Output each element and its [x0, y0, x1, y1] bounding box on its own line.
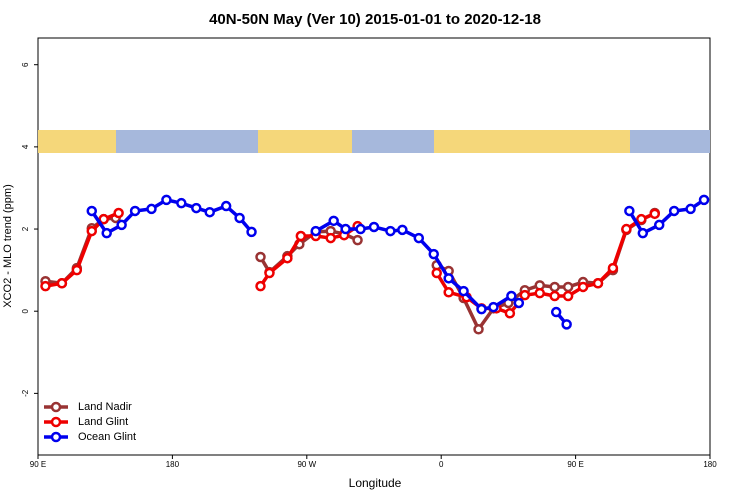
data-point: [246, 226, 257, 238]
plot-frame: [37, 37, 711, 456]
data-point: [649, 208, 660, 220]
data-point: [71, 264, 83, 276]
data-point: [488, 301, 499, 313]
data-point: [637, 227, 649, 239]
data-point: [562, 290, 574, 302]
data-point: [458, 285, 469, 297]
data-point: [519, 289, 531, 301]
x-tick-label: 180: [703, 460, 717, 469]
data-point: [255, 280, 266, 292]
x-tick-label: 90 W: [297, 460, 316, 469]
data-point: [340, 223, 351, 235]
data-point: [40, 280, 51, 292]
data-point: [562, 281, 574, 293]
data-point: [325, 232, 336, 244]
y-tick-label: 4: [21, 144, 30, 149]
data-point: [513, 297, 525, 309]
x-tick-label: 0: [439, 460, 444, 469]
data-point: [443, 287, 454, 298]
data-point: [534, 287, 546, 299]
data-point: [161, 194, 172, 206]
x-tick-label: 90 E: [567, 460, 583, 469]
data-point: [668, 205, 680, 217]
map-land: [434, 130, 630, 153]
y-tick-label: 2: [21, 226, 30, 231]
map-land: [38, 130, 116, 153]
data-point: [550, 306, 562, 318]
data-point: [685, 203, 696, 215]
data-point: [129, 205, 141, 217]
data-point: [428, 248, 439, 260]
x-tick-label: 90 E: [30, 460, 46, 469]
data-point: [264, 267, 275, 279]
data-point: [549, 290, 560, 302]
x-axis-label: Longitude: [349, 476, 402, 490]
series-line: [90, 198, 706, 326]
data-point: [113, 207, 124, 219]
data-point: [624, 205, 635, 217]
data-point: [328, 215, 339, 227]
data-point: [98, 213, 109, 225]
data-point: [653, 219, 665, 231]
data-point: [295, 230, 307, 242]
map-land: [258, 130, 352, 153]
data-point: [413, 232, 425, 244]
map-strip: [38, 130, 710, 153]
data-point: [255, 251, 266, 263]
chart-title: 40N-50N May (Ver 10) 2015-01-01 to 2020-…: [209, 11, 541, 28]
legend-marker: [50, 431, 62, 443]
data-point: [234, 212, 245, 224]
data-point: [282, 252, 293, 264]
data-point: [431, 267, 442, 279]
data-point: [310, 225, 322, 237]
data-point: [698, 194, 710, 206]
data-point: [549, 281, 560, 293]
data-point: [191, 202, 202, 214]
data-point: [220, 200, 232, 212]
data-point: [204, 206, 215, 218]
legend-label: Land Glint: [78, 416, 128, 428]
data-point: [504, 308, 516, 319]
data-point: [476, 303, 487, 315]
y-tick-label: 6: [21, 62, 30, 67]
data-point: [355, 223, 366, 235]
legend-marker: [50, 401, 62, 413]
data-point: [176, 197, 187, 209]
legend-marker: [50, 416, 62, 428]
data-point: [101, 227, 112, 239]
y-tick-label: 0: [21, 308, 30, 313]
data-point: [506, 290, 517, 302]
data-point: [592, 278, 604, 289]
data-point: [385, 225, 396, 237]
legend-label: Ocean Glint: [78, 431, 136, 443]
y-tick-label: -2: [21, 389, 30, 397]
y-axis-label: XCO2 - MLO trend (ppm): [2, 184, 14, 307]
data-point: [443, 273, 454, 284]
data-point: [86, 205, 98, 217]
data-point: [116, 219, 127, 231]
data-point: [577, 281, 589, 293]
data-point: [561, 319, 572, 330]
data-point: [352, 234, 363, 246]
data-point: [473, 324, 484, 335]
data-point: [621, 223, 632, 235]
data-point: [146, 203, 157, 215]
legend-label: Land Nadir: [78, 401, 132, 413]
data-point: [397, 224, 408, 236]
data-point: [607, 262, 619, 274]
data-point: [636, 213, 647, 225]
data-point: [86, 225, 98, 237]
x-tick-label: 180: [166, 460, 180, 469]
data-point: [368, 221, 380, 233]
data-point: [56, 278, 68, 289]
